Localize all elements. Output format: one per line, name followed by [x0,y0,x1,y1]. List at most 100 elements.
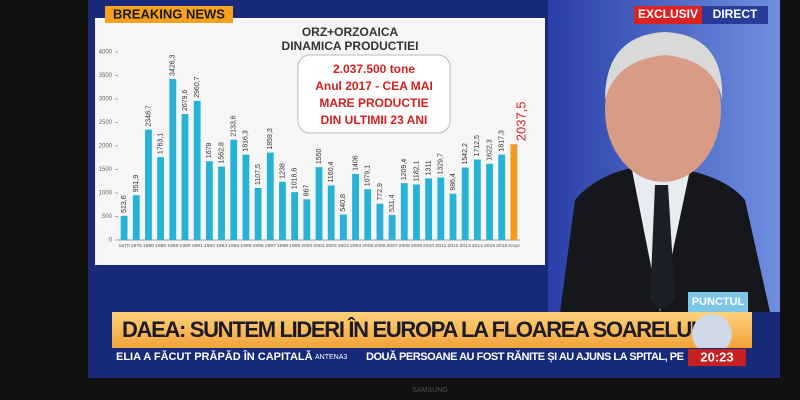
x-tick-label: 2004 [350,243,362,248]
bar [315,167,323,240]
value-label: 951,9 [133,175,140,193]
bar [132,195,140,240]
bar [193,100,201,240]
value-label: 513,6 [121,195,128,213]
y-tick-label: 1500 [99,167,113,173]
bar [461,167,469,240]
x-tick-label: 2014 [472,243,484,248]
value-label: 2679,6 [182,90,189,112]
highlight-value-label: 2037,5 [513,101,528,141]
y-tick-label: 2500 [99,120,113,126]
ticker-left: ELIA A FĂCUT PRĂPĂD ÎN CAPITALĂ [116,350,313,363]
annotation-line: MARE PRODUCTIE [319,96,428,110]
bar [376,203,384,240]
value-label: 1542,2 [462,143,469,165]
x-tick-label: 2001 [313,243,325,248]
y-tick-label: 1000 [99,191,113,197]
breaking-badge [105,6,233,23]
value-label: 2348,7 [145,105,152,127]
x-tick-label: 2011 [435,243,447,248]
x-tick-label: 1992 [204,243,216,248]
bar [169,78,177,240]
chart-subtitle: DINAMICA PRODUCTIEI [282,39,419,53]
chart-title: ORZ+ORZOAICA [302,25,399,39]
value-label: 986,4 [450,173,457,191]
x-tick-label: 2008 [399,243,411,248]
face [605,38,721,182]
x-tick-label: 1997 [265,243,277,248]
annotation-line: DIN ULTIMII 23 ANI [321,113,428,127]
bar [327,185,335,240]
value-label: 772,9 [377,183,384,201]
clock-box [688,349,746,366]
x-tick-label: 2000 [301,243,313,248]
x-tick-label: 2005 [362,243,374,248]
x-tick-label: 2010 [423,243,435,248]
value-label: 1763,1 [157,133,164,155]
x-tick-label: 2006 [374,243,386,248]
value-label: 1107,5 [255,164,262,185]
bar [303,199,311,240]
bar [425,178,433,240]
x-tick-label: 2017 august [508,243,520,248]
value-label: 1550 [316,148,323,164]
bar [157,157,165,240]
value-label: 1079,1 [365,165,372,187]
annotation-box [297,54,451,134]
x-tick-label: 1975 [131,243,143,248]
x-tick-label: 1996 [253,243,265,248]
headline-bar [112,312,752,348]
value-label: 1018,6 [291,168,298,190]
x-tick-label: 2007 [387,243,399,248]
bar [279,181,286,240]
x-tick-label: 1999 [289,243,301,248]
x-tick-label: 1985 [155,243,167,248]
value-label: 1562,8 [218,142,225,164]
y-tick-label: 500 [102,214,113,220]
x-tick-label: 1994 [228,243,240,248]
x-tick-label: 2003 [338,243,350,248]
x-tick-label: 1989 [167,243,179,248]
annotation-line: 2.037.500 tone [333,62,415,76]
exclusive-text: EXCLUSIV [638,7,698,21]
bar [449,193,457,240]
presenter [560,32,770,312]
bar [181,114,189,240]
x-tick-label: 1998 [277,243,289,248]
bar [413,184,420,240]
value-label: 1817,3 [499,130,506,152]
y-tick-label: 4000 [99,50,113,56]
globe [692,314,732,354]
value-label: 2960,7 [194,76,201,98]
bar [352,173,359,240]
value-label: 1712,5 [474,135,481,157]
exclusive-badge [634,6,702,24]
bar [486,163,493,240]
channel: ANTENA3 [315,354,347,361]
x-tick-label: 1970 [119,243,131,248]
value-label: 1182,1 [413,160,420,181]
y-tick-label: 0 [109,238,113,244]
x-tick-label: 1993 [216,243,228,248]
bar [498,154,506,240]
value-label: 540,8 [340,194,347,212]
bar [291,192,299,240]
value-label: 1209,4 [401,159,408,181]
value-label: 1311 [425,160,432,175]
bar [218,166,225,240]
bar [242,154,250,240]
x-tick-label: 1991 [192,243,204,248]
live-badge [702,6,768,24]
bar [339,214,347,240]
bar [473,159,481,240]
bar [364,189,372,240]
x-tick-label: 2012 [447,243,459,248]
annotation-line: Anul 2017 - CEA MAI [315,79,433,93]
logo-box [688,292,748,312]
logo-text: PUNCTUL [692,296,745,308]
hair [605,32,723,100]
value-label: 1622,3 [486,139,493,161]
headline: DAEA: SUNTEM LIDERI ÎN EUROPA LA FLOAREA… [122,317,697,342]
